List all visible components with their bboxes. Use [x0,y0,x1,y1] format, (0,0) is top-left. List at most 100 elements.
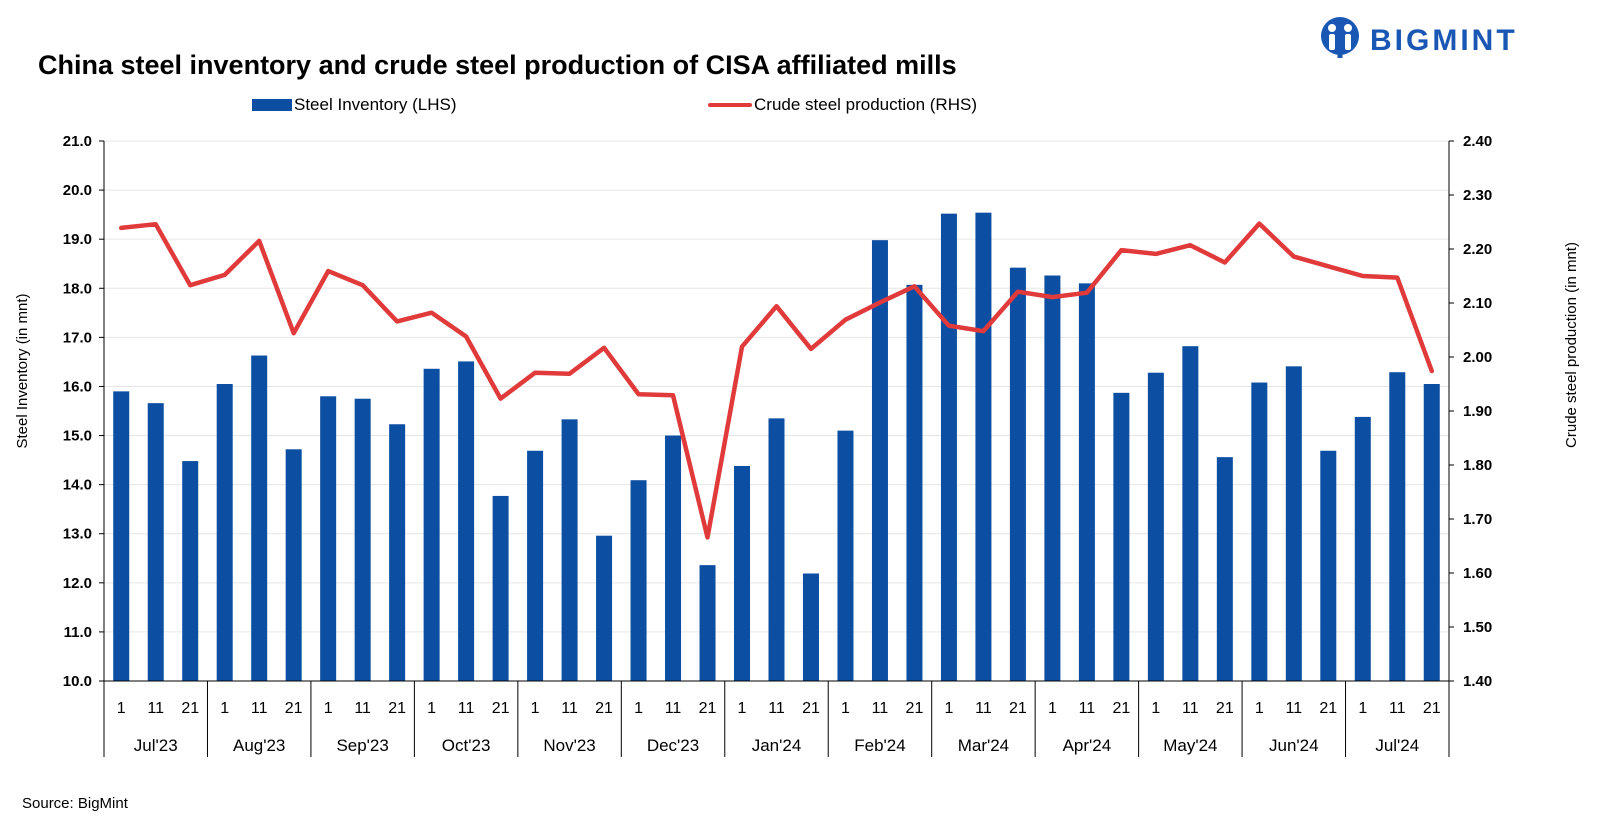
y-tick-label-left: 19.0 [63,231,92,248]
inventory-bar [1182,346,1199,681]
x-tick-label-day: 11 [1079,700,1096,717]
x-tick-label-month: Jul'24 [1375,736,1419,755]
inventory-bar [113,391,130,681]
x-tick-label-day: 21 [802,700,820,717]
x-tick-label-day: 1 [1358,700,1367,717]
inventory-bar [1216,457,1233,681]
inventory-bar [630,480,647,681]
x-tick-label-day: 11 [872,700,889,717]
x-tick-label-day: 21 [181,700,199,717]
bigmint-wordmark: BIGMINT [1370,24,1518,57]
x-tick-label-day: 11 [561,700,578,717]
inventory-bar [182,461,199,681]
x-tick-label-day: 21 [1009,700,1027,717]
x-tick-label-day: 11 [1182,700,1199,717]
inventory-bar [734,465,751,681]
legend-label-production: Crude steel production (RHS) [754,95,977,114]
inventory-bar [423,368,440,681]
inventory-bar [1251,382,1268,681]
x-tick-label-day: 1 [634,700,643,717]
inventory-bar [1147,372,1164,681]
inventory-bar [837,430,854,681]
legend-item-inventory: Steel Inventory (LHS) [252,95,457,115]
inventory-bar [1078,283,1095,681]
x-tick-label-day: 1 [1255,700,1264,717]
inventory-bar [251,355,268,681]
inventory-bar [802,573,819,681]
inventory-bar [1009,267,1026,681]
inventory-bar [1389,372,1406,681]
y-tick-label-left: 18.0 [63,280,92,297]
y-tick-label-right: 2.40 [1463,133,1492,150]
y-tick-label-right: 1.60 [1463,565,1492,582]
tick-labels: 10.0 11.0 12.0 13.0 14.0 15.0 16.0 17.0 18.0 19.0… [63,133,1492,755]
x-tick-label-month: May'24 [1163,736,1217,755]
axes [99,140,1454,757]
x-tick-label-day: 11 [354,700,371,717]
x-tick-label-day: 1 [117,700,126,717]
x-tick-label-month: Oct'23 [442,736,491,755]
x-tick-label-day: 11 [1286,700,1303,717]
inventory-bar [561,419,578,681]
x-tick-label-day: 1 [1151,700,1160,717]
x-tick-label-month: Jun'24 [1269,736,1319,755]
x-tick-label-month: Aug'23 [233,736,285,755]
inventory-bar [940,213,957,681]
y-tick-label-left: 11.0 [64,624,92,641]
x-tick-label-day: 21 [1319,700,1337,717]
y-axis-title-right: Crude steel production (in mnt) [1563,242,1580,448]
inventory-bar [768,418,785,681]
x-tick-label-day: 11 [147,700,164,717]
x-tick-label-day: 11 [251,700,268,717]
inventory-bar [527,450,544,681]
y-tick-label-left: 17.0 [63,329,92,346]
y-tick-label-right: 2.00 [1463,349,1492,366]
production-line [118,221,1435,540]
inventory-bar [216,384,233,681]
y-tick-label-left: 21.0 [63,133,92,150]
x-tick-label-day: 21 [1216,700,1234,717]
x-tick-label-day: 11 [975,700,992,717]
bigmint-logo: BIGMINT [1321,17,1518,58]
y-tick-label-left: 14.0 [63,477,92,494]
x-tick-label-day: 21 [1112,700,1130,717]
inventory-bar [492,495,509,681]
y-tick-label-right: 1.90 [1463,403,1492,420]
x-tick-label-day: 21 [699,700,717,717]
inventory-bar [906,284,923,681]
inventory-bar [871,240,888,681]
x-tick-label-day: 21 [1423,700,1441,717]
inventory-bar [1113,392,1130,681]
x-tick-label-day: 1 [220,700,229,717]
legend-label-inventory: Steel Inventory (LHS) [294,95,457,114]
inventory-bar [1285,366,1302,681]
legend-item-production: Crude steel production (RHS) [708,95,977,115]
y-tick-label-left: 16.0 [63,378,92,395]
inventory-bar [1423,384,1440,681]
y-tick-label-right: 2.20 [1463,241,1492,258]
y-tick-label-right: 2.30 [1463,187,1492,204]
inventory-bar [975,212,992,681]
y-tick-label-right: 1.70 [1463,511,1492,528]
y-tick-label-right: 2.10 [1463,295,1492,312]
inventory-bar [458,361,475,681]
y-tick-label-left: 10.0 [63,673,92,690]
gridlines [104,140,1449,633]
inventory-bar [389,424,406,681]
x-tick-label-month: Jan'24 [752,736,802,755]
x-tick-label-month: Feb'24 [854,736,905,755]
inventory-bar [699,565,716,681]
x-tick-label-day: 1 [841,700,850,717]
bars [113,212,1440,681]
inventory-bar [285,449,302,681]
x-tick-label-month: Sep'23 [336,736,388,755]
y-tick-label-left: 13.0 [63,526,92,543]
x-tick-label-day: 1 [738,700,747,717]
x-tick-label-month: Mar'24 [958,736,1009,755]
source-note: Source: BigMint [22,795,128,812]
y-tick-label-left: 20.0 [63,182,92,199]
y-tick-label-right: 1.50 [1463,619,1492,636]
x-tick-label-day: 21 [595,700,613,717]
inventory-bar [147,403,164,681]
